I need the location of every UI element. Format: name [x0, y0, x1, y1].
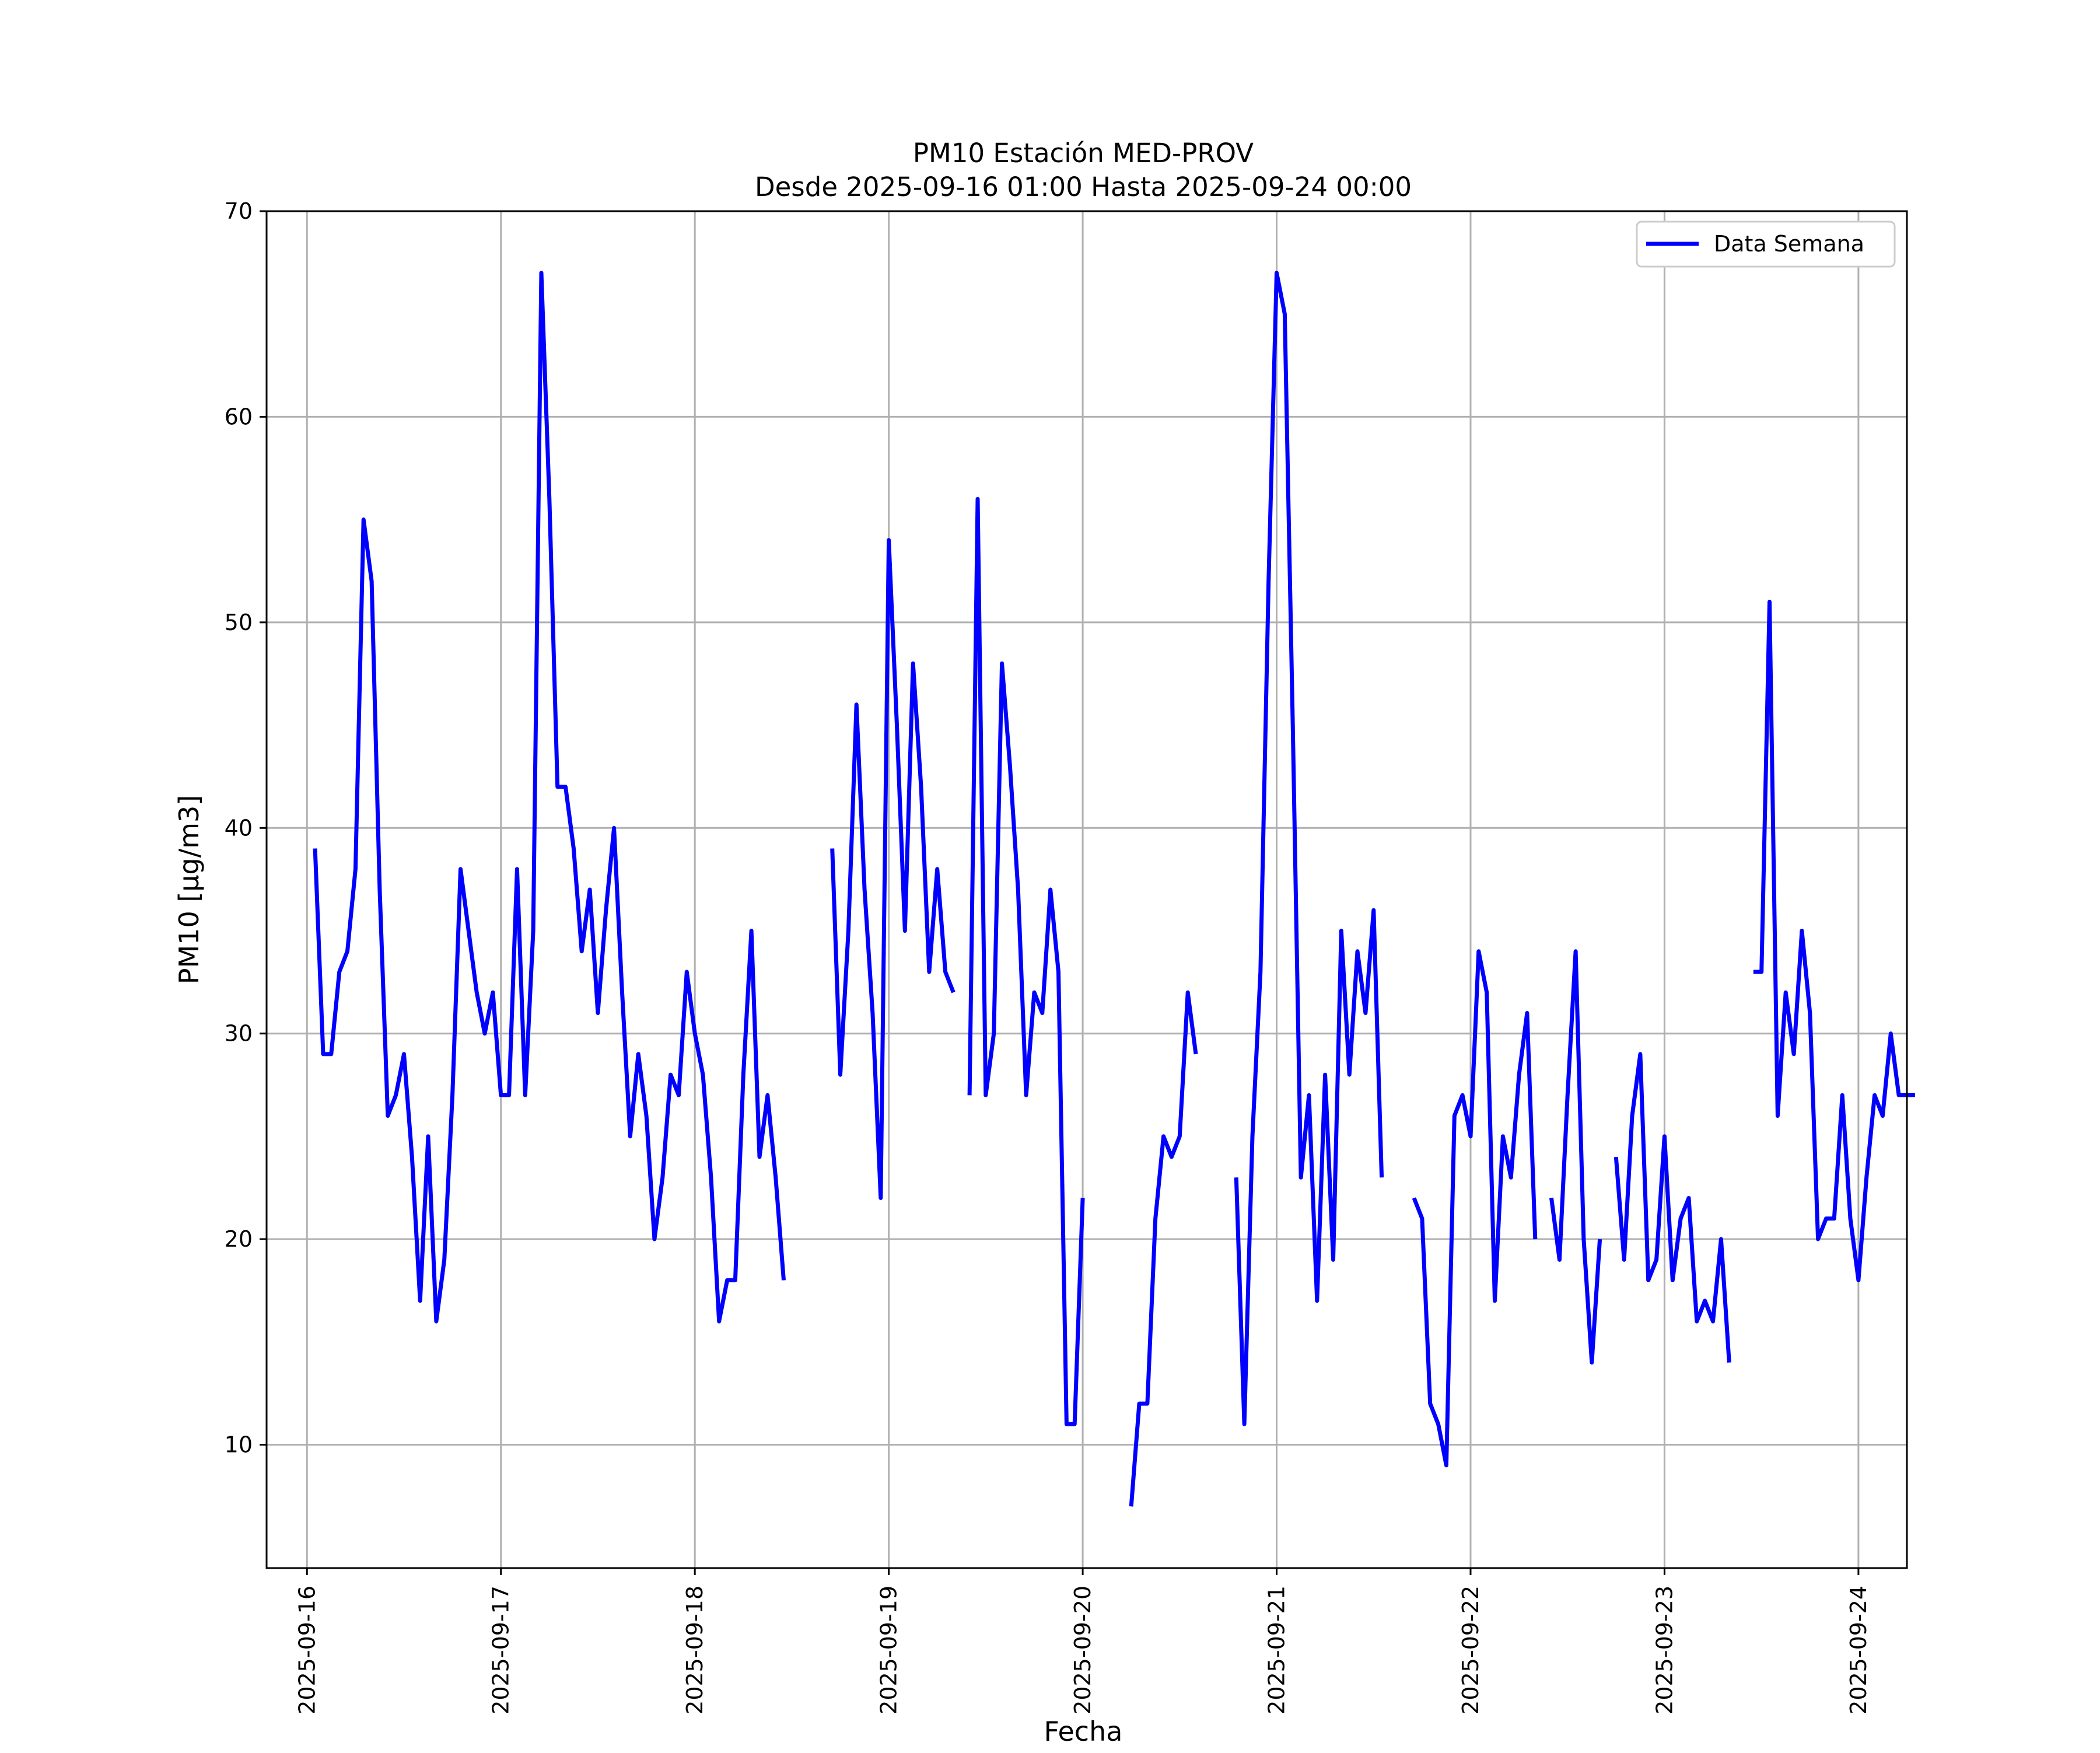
x-tick-label: 2025-09-23 [1651, 1586, 1677, 1714]
legend: Data Semana [1636, 221, 1896, 268]
x-tick-label: 2025-09-19 [876, 1586, 902, 1714]
x-axis-label: Fecha [1044, 1716, 1123, 1747]
chart-title: PM10 Estación MED-PROV [913, 138, 1254, 169]
series-line-segment [1549, 949, 1602, 1365]
x-tick-label: 2025-09-21 [1264, 1586, 1290, 1714]
series-line-segment [313, 271, 786, 1324]
series-line-segment [1753, 600, 1915, 1283]
plot-frame [265, 210, 1908, 1569]
x-tick-label: 2025-09-20 [1070, 1586, 1096, 1714]
y-tick-label: 30 [225, 1021, 253, 1047]
y-tick-label: 20 [225, 1226, 253, 1252]
legend-label-data-semana: Data Semana [1714, 231, 1864, 257]
x-tick-label: 2025-09-18 [682, 1586, 708, 1714]
series-line-segment [830, 538, 956, 1201]
y-tick-label: 70 [225, 198, 253, 224]
x-tick-label: 2025-09-22 [1458, 1586, 1483, 1714]
x-tick-label: 2025-09-17 [488, 1586, 514, 1714]
series-line-segment [1412, 949, 1538, 1468]
series-line-segment [967, 496, 1085, 1426]
x-tick-label: 2025-09-16 [294, 1586, 320, 1714]
grid-layer [267, 210, 1907, 1568]
y-axis-label: PM10 [μg/m3] [173, 795, 205, 985]
tick-layer: 10 20 30 40 50 60 70 2025-09-16 2025-09-17 2025-0… [225, 198, 1871, 1714]
chart-subtitle: Desde 2025-09-16 01:00 Hasta 2025-09-24 … [755, 172, 1412, 202]
y-tick-label: 40 [225, 815, 253, 841]
series-line-segment [1129, 990, 1198, 1507]
y-tick-label: 60 [225, 404, 253, 429]
legend-box [1636, 221, 1896, 268]
series-line-segment [1614, 1052, 1731, 1363]
y-tick-label: 10 [225, 1432, 253, 1458]
x-tick-label: 2025-09-24 [1846, 1586, 1871, 1714]
series-line-segment [1234, 271, 1384, 1426]
series-layer [313, 271, 1915, 1507]
y-tick-label: 50 [225, 610, 253, 635]
